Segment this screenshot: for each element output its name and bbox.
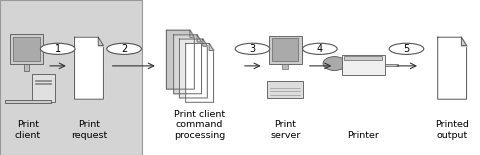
FancyBboxPatch shape: [268, 36, 301, 64]
Polygon shape: [74, 37, 103, 99]
Polygon shape: [460, 37, 466, 46]
Text: 2: 2: [121, 44, 127, 54]
FancyBboxPatch shape: [13, 37, 40, 61]
Polygon shape: [179, 39, 207, 98]
Text: Print client
command
processing: Print client command processing: [174, 110, 225, 140]
Polygon shape: [209, 43, 213, 51]
FancyBboxPatch shape: [272, 38, 298, 61]
Polygon shape: [437, 37, 466, 99]
FancyBboxPatch shape: [32, 74, 55, 102]
Polygon shape: [166, 30, 194, 89]
Ellipse shape: [323, 57, 346, 71]
Polygon shape: [203, 39, 207, 46]
Text: Print
server: Print server: [269, 120, 300, 140]
FancyBboxPatch shape: [10, 34, 43, 64]
Polygon shape: [190, 30, 194, 37]
Text: Printed
output: Printed output: [434, 120, 468, 140]
Text: Print
client: Print client: [15, 120, 41, 140]
FancyBboxPatch shape: [35, 80, 51, 81]
Circle shape: [235, 43, 269, 54]
Text: Print
request: Print request: [71, 120, 107, 140]
Polygon shape: [173, 35, 201, 94]
FancyBboxPatch shape: [267, 81, 302, 98]
Circle shape: [107, 43, 141, 54]
FancyBboxPatch shape: [5, 100, 51, 103]
Text: 1: 1: [55, 44, 60, 54]
FancyBboxPatch shape: [24, 64, 29, 71]
Polygon shape: [185, 43, 213, 102]
FancyBboxPatch shape: [341, 55, 384, 75]
FancyBboxPatch shape: [384, 64, 397, 66]
Text: 5: 5: [403, 44, 408, 54]
FancyBboxPatch shape: [0, 0, 142, 155]
Text: 4: 4: [316, 44, 322, 54]
Text: Printer: Printer: [347, 131, 378, 140]
Text: 3: 3: [249, 44, 255, 54]
FancyBboxPatch shape: [35, 83, 51, 84]
Circle shape: [388, 43, 423, 54]
FancyBboxPatch shape: [343, 56, 382, 60]
Circle shape: [302, 43, 336, 54]
Circle shape: [40, 43, 75, 54]
Polygon shape: [197, 35, 201, 42]
Polygon shape: [98, 37, 103, 46]
FancyBboxPatch shape: [282, 64, 288, 69]
